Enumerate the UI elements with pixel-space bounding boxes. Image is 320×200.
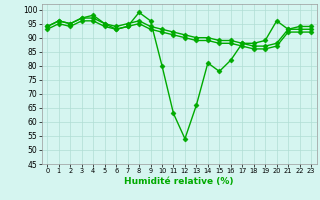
X-axis label: Humidité relative (%): Humidité relative (%) [124, 177, 234, 186]
